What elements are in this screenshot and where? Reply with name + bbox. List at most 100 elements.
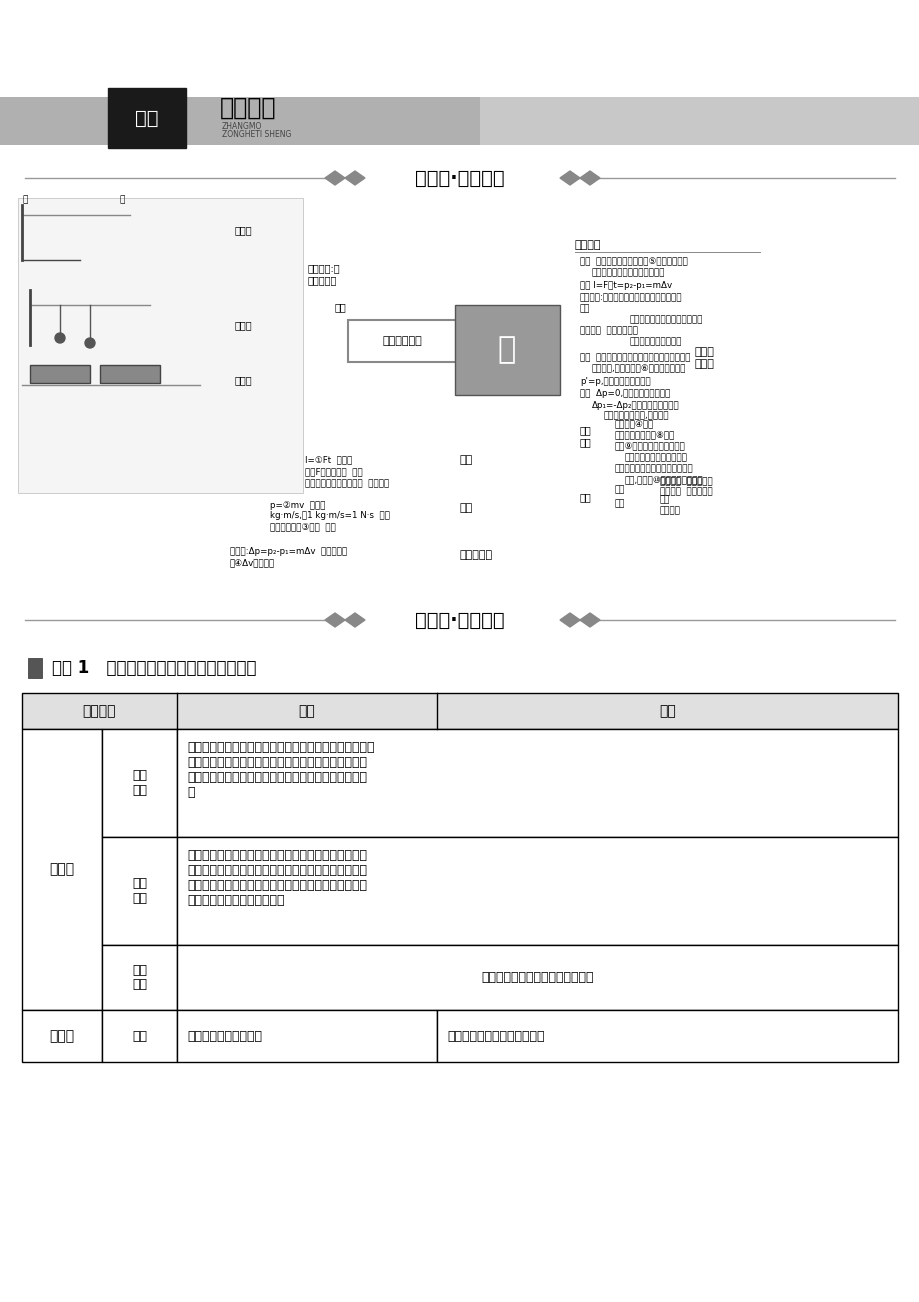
Text: 过程
特点: 过程 特点 [131, 769, 147, 797]
Text: 有其他形式的能转化为: 有其他形式的能转化为 [187, 1030, 262, 1043]
Polygon shape [579, 171, 599, 185]
Bar [176, 837, 897, 945]
Text: 能量
情况: 能量 情况 [131, 963, 147, 992]
Text: 应用: 应用 [579, 492, 591, 503]
Text: 适用对象:单个物体或可视为单个物体的系统: 适用对象:单个物体或可视为单个物体的系统 [579, 293, 682, 302]
Text: 都是物体间的相互作用突然发生，相互作用的力为变力，
作用时间很短，平均作用力很大，且远大于系统所受的
外力，所以可以认为碰撞、爆炸过程中系统的总动量守
恒: 都是物体间的相互作用突然发生，相互作用的力为变力， 作用时间很短，平均作用力很大… [187, 741, 374, 799]
Polygon shape [345, 171, 365, 185]
Text: 动量定理: 动量定理 [574, 240, 601, 250]
Text: 定义式:Δp=p₂-p₁=mΔv  动量变化量: 定义式:Δp=p₂-p₁=mΔv 动量变化量 [230, 548, 346, 556]
Text: 直线运动或者曲线运动: 直线运动或者曲线运动 [630, 337, 682, 346]
Text: 恒定律: 恒定律 [694, 359, 714, 368]
Text: 干它在这个过程中所受力的冲量: 干它在这个过程中所受力的冲量 [591, 268, 664, 277]
Text: 动量守恒定律: 动量守恒定律 [381, 336, 422, 346]
Bar [22, 693, 897, 729]
Polygon shape [560, 613, 579, 628]
Text: 提升层·题型探究: 提升层·题型探究 [414, 611, 505, 629]
Text: 主题 1   碰撞与爆炸问题爆炸与碰撞的比较: 主题 1 碰撞与爆炸问题爆炸与碰撞的比较 [52, 659, 256, 677]
Text: 碰撞: 碰撞 [658, 704, 675, 717]
Text: 过程
模型: 过程 模型 [131, 878, 147, 905]
Text: 动能: 动能 [131, 1030, 147, 1043]
Circle shape [55, 333, 65, 342]
Text: 内容  物体在一个过程始末的⑤动量变化量等: 内容 物体在一个过程始末的⑤动量变化量等 [579, 258, 687, 267]
Polygon shape [345, 613, 365, 628]
Bar [480, 98, 919, 145]
Text: 乙: 乙 [119, 195, 125, 204]
Polygon shape [324, 613, 345, 628]
Text: 反冲: 反冲 [614, 500, 625, 509]
Text: 公式 I=F合t=p₂-p₁=mΔv: 公式 I=F合t=p₂-p₁=mΔv [579, 280, 672, 289]
Text: 条件: 条件 [579, 437, 591, 447]
Text: 为零,系统在⑩该方向上动量守恒: 为零,系统在⑩该方向上动量守恒 [624, 475, 703, 484]
Circle shape [85, 339, 95, 348]
Bar [30, 365, 90, 383]
Text: 内力⑨远大于外力，且作用时: 内力⑨远大于外力，且作用时 [614, 443, 686, 452]
Bar [176, 1010, 437, 1062]
Bar [102, 945, 176, 1010]
Text: 与速度的方向③相同  方向: 与速度的方向③相同 方向 [269, 522, 335, 531]
Text: 冲量: 冲量 [460, 454, 472, 465]
Bar [347, 320, 456, 362]
Text: 巩固层·知识整合: 巩固层·知识整合 [414, 168, 505, 187]
Text: 人船模型: 人船模型 [659, 506, 680, 516]
Text: Δp₁=-Δp₂相互作用的两个物体: Δp₁=-Δp₂相互作用的两个物体 [591, 401, 679, 410]
Bar [22, 1010, 102, 1062]
Text: 动量变化大小相等,方向相反: 动量变化大小相等,方向相反 [604, 411, 669, 421]
Text: 守恒: 守恒 [579, 424, 591, 435]
Text: kg·m/s,且1 kg·m/s=1 N·s  单位: kg·m/s,且1 kg·m/s=1 N·s 单位 [269, 512, 390, 521]
Text: 系统所受外力之和⑧为零: 系统所受外力之和⑧为零 [614, 431, 675, 440]
Text: I=①Ft  定义式: I=①Ft 定义式 [305, 456, 352, 465]
Bar [18, 198, 302, 493]
Text: 甲: 甲 [23, 195, 28, 204]
Bar [455, 305, 560, 395]
Text: 动量守: 动量守 [694, 348, 714, 357]
Bar [176, 729, 897, 837]
Text: 相同点: 相同点 [50, 862, 74, 876]
Bar [176, 945, 897, 1010]
Bar [102, 1010, 176, 1062]
Text: 量守恒定律: 量守恒定律 [308, 275, 337, 285]
Text: p=②mv  定义式: p=②mv 定义式 [269, 500, 325, 509]
Polygon shape [579, 613, 599, 628]
Text: 弹性碰撞  非弹性碰撞: 弹性碰撞 非弹性碰撞 [659, 478, 712, 487]
Text: 系统在某一方向上所受的外力之和: 系统在某一方向上所受的外力之和 [614, 465, 693, 474]
Text: 间极短，系统动量近似守恒: 间极短，系统动量近似守恒 [624, 453, 687, 462]
Text: 方案二: 方案二 [234, 320, 253, 329]
Text: 适用: 适用 [579, 305, 590, 314]
Text: 由于碰撞、爆炸过程相互作用的时间很短，作用过程中
物体的位移很小，一般可忽略不计，因此可以把作用过
程看作一个理想化过程来处理，即作用后物体仍从作用
前瞬间的位: 由于碰撞、爆炸过程相互作用的时间很短，作用过程中 物体的位移很小，一般可忽略不计… [187, 849, 367, 907]
Text: ZHANGMO: ZHANGMO [221, 122, 262, 132]
Bar [102, 837, 176, 945]
Text: 火箭: 火箭 [659, 496, 670, 504]
Bar [28, 658, 42, 678]
Bar [437, 1010, 897, 1062]
Text: ZONGHETI SHENG: ZONGHETI SHENG [221, 130, 291, 139]
Text: 碰撞: 碰撞 [614, 486, 625, 495]
Polygon shape [324, 171, 345, 185]
Text: 表示力对时间的累积效应  物理意义: 表示力对时间的累积效应 物理意义 [305, 479, 389, 488]
Text: 弹性碰撞时动能不变，非弹性: 弹性碰撞时动能不变，非弹性 [447, 1030, 544, 1043]
Text: 爆炸: 爆炸 [299, 704, 315, 717]
Text: 综合提升: 综合提升 [220, 96, 277, 120]
Text: 都满足能量守恒，总能量保持不变: 都满足能量守恒，总能量保持不变 [481, 971, 593, 984]
Bar [108, 89, 186, 148]
Bar [22, 729, 102, 1010]
Text: 方案一: 方案一 [234, 225, 253, 234]
Text: 图: 图 [497, 336, 516, 365]
Text: 对心碰撞  非对心碰撞: 对心碰撞 非对心碰撞 [659, 487, 712, 496]
Text: 内容  如果一个系统不受外力或者所受外力的矢: 内容 如果一个系统不受外力或者所受外力的矢 [579, 354, 690, 362]
Text: 量和为零,这个系统的⑥总动量保持不变: 量和为零,这个系统的⑥总动量保持不变 [591, 365, 686, 374]
Bar [100, 365, 160, 383]
Text: 与④Δv方向相同: 与④Δv方向相同 [230, 559, 275, 568]
Text: 科学验证:动: 科学验证:动 [308, 263, 340, 273]
Text: 章末: 章末 [135, 108, 159, 128]
Polygon shape [560, 171, 579, 185]
Text: 不同点: 不同点 [50, 1029, 74, 1043]
Text: 实验: 实验 [335, 302, 346, 312]
Text: p'=p,作用前后总动量相同: p'=p,作用前后总动量相同 [579, 378, 650, 387]
Text: 方案三: 方案三 [234, 375, 253, 385]
Text: 公式  Δp=0,作用前后总动量不变: 公式 Δp=0,作用前后总动量不变 [579, 389, 670, 398]
Text: 适用范围  恒力或者变力: 适用范围 恒力或者变力 [579, 327, 637, 336]
Text: 与力F的方向相同  方向: 与力F的方向相同 方向 [305, 467, 362, 477]
Bar [0, 98, 919, 145]
Text: 动量: 动量 [460, 503, 472, 513]
